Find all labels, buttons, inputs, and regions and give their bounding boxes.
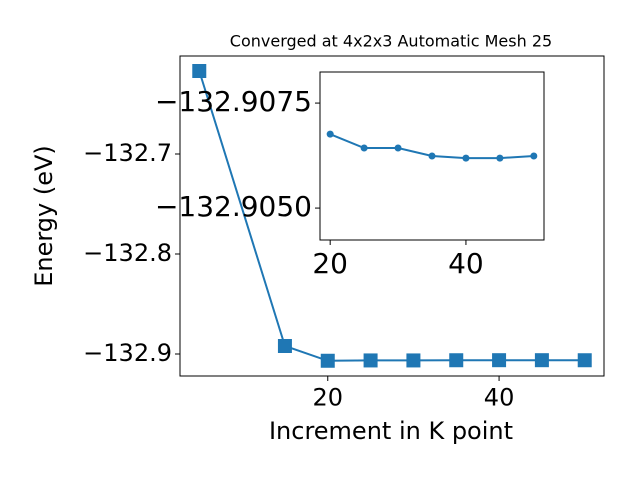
marker bbox=[462, 154, 470, 162]
marker bbox=[530, 152, 538, 160]
x-tick-label: 20 bbox=[312, 383, 343, 411]
y-tick-label: −132.9 bbox=[83, 339, 172, 367]
marker bbox=[577, 353, 592, 368]
marker bbox=[496, 154, 504, 162]
marker bbox=[394, 144, 402, 152]
marker bbox=[406, 353, 421, 368]
y-tick-label: −132.9075 bbox=[155, 85, 312, 118]
marker bbox=[320, 353, 335, 368]
x-axis-label: Increment in K point bbox=[269, 417, 513, 445]
marker bbox=[326, 130, 334, 138]
x-tick-label: 20 bbox=[312, 247, 348, 280]
marker bbox=[192, 64, 207, 78]
marker bbox=[360, 144, 368, 152]
marker bbox=[449, 353, 464, 368]
marker bbox=[277, 339, 292, 353]
x-tick-label: 40 bbox=[484, 383, 515, 411]
x-tick-label: 40 bbox=[448, 247, 484, 280]
y-tick-label: −132.8 bbox=[83, 239, 172, 267]
y-axis-label: Energy (eV) bbox=[30, 145, 58, 287]
marker bbox=[492, 353, 507, 368]
chart-title: Converged at 4x2x3 Automatic Mesh 25 bbox=[230, 32, 552, 51]
marker bbox=[534, 353, 549, 368]
marker bbox=[428, 152, 436, 160]
y-tick-label: −132.7 bbox=[83, 139, 172, 167]
y-tick-label: −132.9050 bbox=[155, 190, 312, 223]
marker bbox=[363, 353, 378, 368]
